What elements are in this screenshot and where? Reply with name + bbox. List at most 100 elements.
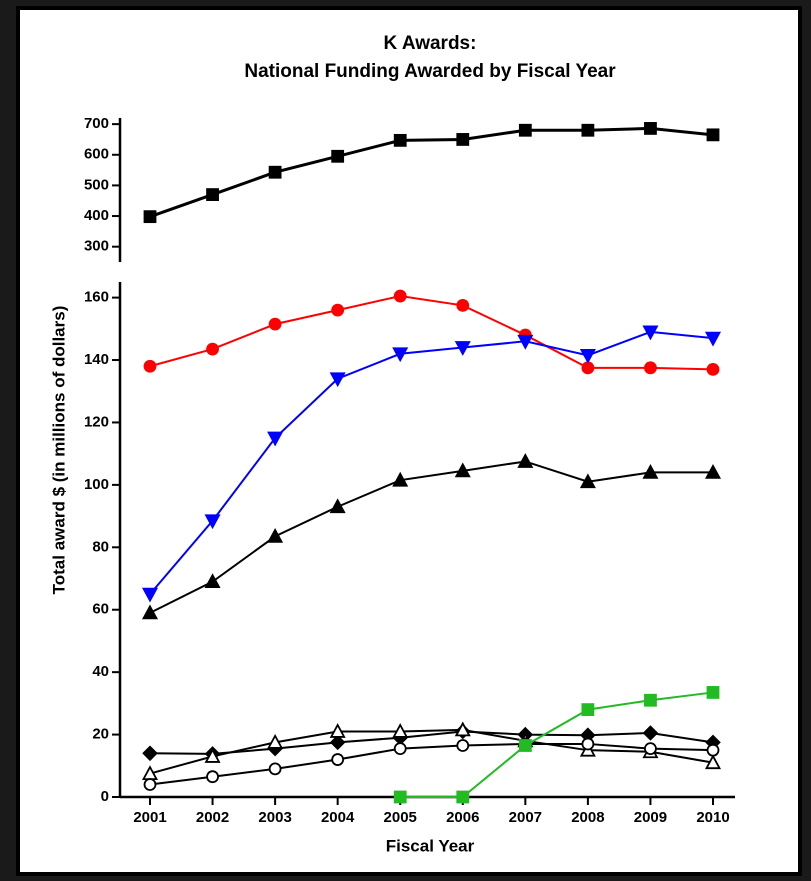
marker	[704, 754, 722, 770]
marker	[331, 303, 345, 317]
series-line	[149, 126, 714, 219]
x-tick-label: 2007	[509, 809, 542, 826]
y-tick-label: 40	[92, 663, 109, 680]
x-tick-label: 2008	[571, 809, 604, 826]
marker	[143, 778, 157, 791]
x-tick-label: 2006	[446, 809, 479, 826]
y-tick-label: 0	[101, 788, 109, 805]
marker	[456, 739, 470, 752]
y-tick-label: 100	[84, 476, 109, 493]
series-line	[149, 460, 713, 614]
marker	[206, 770, 219, 784]
x-tick-label: 2005	[384, 809, 417, 826]
marker	[331, 753, 345, 766]
y-tick-label: 60	[92, 601, 109, 618]
marker	[206, 188, 219, 201]
marker	[392, 471, 409, 487]
marker	[456, 133, 470, 146]
marker	[517, 334, 534, 350]
x-tick-label: 2002	[196, 809, 229, 826]
marker	[644, 361, 657, 375]
marker	[204, 514, 221, 530]
marker	[142, 745, 158, 762]
marker	[581, 737, 595, 751]
marker	[706, 362, 720, 376]
marker	[704, 464, 722, 479]
marker	[706, 686, 720, 699]
marker	[329, 498, 346, 514]
marker	[393, 742, 407, 756]
marker	[267, 431, 284, 447]
marker	[268, 165, 282, 179]
marker	[706, 743, 720, 757]
y-tick-label: 400	[84, 207, 109, 224]
chart-subtitle: National Funding Awarded by Fiscal Year	[244, 61, 616, 82]
marker	[581, 123, 595, 137]
x-axis-label: Fiscal Year	[386, 836, 475, 855]
marker	[393, 133, 407, 147]
marker	[644, 742, 657, 756]
panel	[16, 6, 802, 876]
marker	[642, 464, 659, 479]
marker	[642, 325, 659, 341]
y-tick-label: 120	[84, 413, 109, 430]
marker	[393, 289, 407, 303]
x-tick-label: 2003	[258, 809, 291, 826]
marker	[454, 721, 471, 737]
marker	[392, 723, 409, 738]
y-axis-label: Total award $ (in millions of dollars)	[49, 306, 68, 595]
x-tick-label: 2001	[133, 809, 166, 826]
x-tick-label: 2004	[321, 809, 355, 826]
marker	[204, 748, 221, 763]
x-tick-label: 2010	[696, 809, 729, 826]
marker	[393, 790, 407, 804]
marker	[456, 790, 470, 804]
marker	[141, 587, 159, 603]
marker	[518, 739, 532, 752]
marker	[267, 527, 284, 543]
marker	[644, 122, 657, 135]
marker	[517, 453, 534, 468]
y-tick-label: 700	[84, 115, 109, 132]
y-tick-label: 80	[92, 538, 109, 555]
marker	[329, 734, 346, 751]
marker	[268, 762, 282, 776]
chart-title: K Awards:	[384, 33, 477, 54]
y-tick-label: 600	[84, 146, 109, 163]
marker	[331, 149, 345, 163]
series-line	[149, 742, 714, 786]
y-tick-label: 160	[84, 289, 109, 306]
marker	[392, 347, 409, 363]
marker	[141, 604, 159, 620]
marker	[456, 299, 470, 312]
marker	[518, 123, 532, 137]
x-tick-label: 2009	[634, 809, 667, 826]
marker	[267, 733, 284, 749]
series-line	[149, 295, 714, 371]
y-tick-label: 140	[84, 351, 109, 368]
y-tick-label: 20	[92, 726, 109, 743]
series-line	[149, 728, 714, 775]
marker	[704, 331, 722, 347]
series-line	[400, 691, 714, 798]
marker	[579, 473, 596, 489]
marker	[268, 317, 282, 331]
series-line	[149, 330, 714, 595]
marker	[204, 573, 221, 589]
marker	[581, 361, 595, 375]
marker	[454, 341, 471, 356]
marker	[143, 210, 157, 224]
marker	[644, 693, 657, 707]
marker	[579, 348, 596, 364]
y-tick-label: 300	[84, 238, 109, 255]
marker	[329, 723, 346, 738]
y-tick-label: 500	[84, 176, 109, 193]
marker	[329, 372, 346, 388]
marker	[206, 342, 219, 356]
series-line	[149, 730, 714, 755]
marker	[642, 725, 659, 741]
marker	[454, 462, 471, 478]
marker	[581, 703, 595, 717]
marker	[143, 359, 157, 373]
